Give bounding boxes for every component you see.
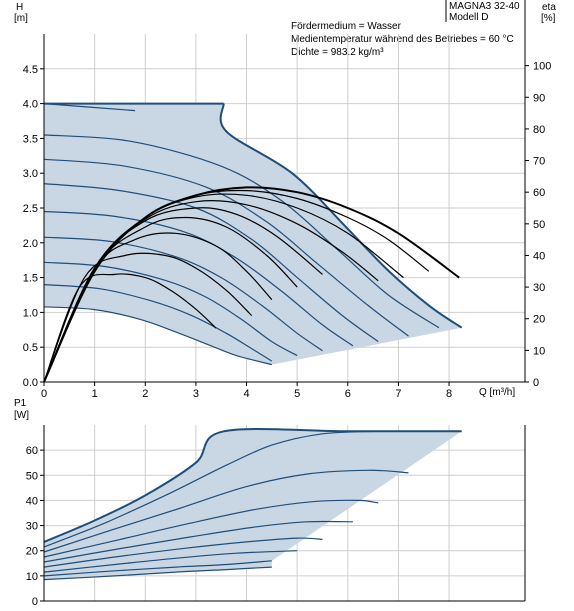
head-tick-label: 4.0 [23, 99, 38, 111]
head-curve [43, 134, 440, 329]
head-chart-axes: 0.00.51.01.52.02.53.03.54.04.50102030405… [23, 0, 551, 400]
flow-tick-label: 3 [193, 388, 199, 400]
power-curve [43, 499, 379, 558]
power-tick-label: 50 [26, 470, 38, 482]
flow-axis-title: Q [m³/h] [479, 387, 515, 398]
head-tick-label: 1.5 [23, 273, 38, 285]
power-curve [43, 430, 379, 548]
head-curve [43, 210, 354, 347]
head-tick-label: 1.0 [23, 307, 38, 319]
efficiency-curve [43, 273, 217, 383]
eta-tick-label: 90 [533, 92, 545, 104]
info-line-temperature: Medientemperatur während des Betriebes =… [291, 34, 514, 45]
head-curve [43, 236, 323, 352]
power-chart-axes: 0 10 20 30 40 50 60 [26, 425, 526, 608]
power-operating-area [44, 428, 462, 580]
efficiency-curve [43, 186, 460, 383]
info-panel: MAGNA3 32-40 Modell D Fördermedium = Was… [283, 0, 525, 59]
model-variant: Modell D [449, 12, 488, 23]
head-area-fill [44, 103, 462, 365]
flow-tick-label: 0 [41, 388, 47, 400]
eta-tick-label: 10 [533, 345, 545, 357]
power-curve [43, 520, 353, 563]
power-area-fill [44, 428, 462, 580]
efficiency-curves [43, 186, 460, 383]
power-tick-label: 10 [26, 571, 38, 583]
power-curve [43, 537, 323, 568]
head-max-curve [219, 103, 463, 329]
info-line-density: Dichte = 983.2 kg/m³ [291, 47, 384, 58]
head-tick-label: 0.5 [23, 342, 38, 354]
eta-tick-label: 40 [533, 250, 545, 262]
power-curve [43, 560, 272, 577]
head-axis-title: H [16, 2, 23, 13]
model-name: MAGNA3 32-40 [449, 1, 520, 12]
head-tick-label: 3.5 [23, 133, 38, 145]
eta-tick-label: 50 [533, 219, 545, 231]
eta-tick-label: 60 [533, 187, 545, 199]
power-curves [43, 427, 462, 581]
flow-tick-label: 6 [345, 388, 351, 400]
head-curves [43, 102, 463, 366]
flow-tick-label: 7 [395, 388, 401, 400]
flow-tick-label: 4 [243, 388, 249, 400]
eta-tick-label: 80 [533, 124, 545, 136]
head-tick-label: 2.0 [23, 238, 38, 250]
head-tick-label: 4.5 [23, 64, 38, 76]
eta-axis-title: eta [542, 2, 556, 13]
eta-tick-label: 70 [533, 156, 545, 168]
power-tick-label: 20 [26, 546, 38, 558]
head-tick-label: 3.0 [23, 168, 38, 180]
info-panel-frame [283, 0, 525, 59]
eta-tick-label: 30 [533, 282, 545, 294]
power-axis-unit: [W] [14, 410, 29, 421]
head-axis-unit: [m] [14, 13, 28, 24]
power-axis-title: P1 [14, 398, 27, 409]
flow-tick-label: 8 [446, 388, 452, 400]
power-tick-label: 60 [26, 445, 38, 457]
eta-axis-unit: [%] [541, 13, 556, 24]
head-curve [43, 183, 379, 343]
power-tick-label: 0 [32, 596, 38, 608]
head-curve [43, 158, 409, 337]
power-curve [43, 550, 298, 573]
head-curve [43, 306, 272, 366]
power-curve [43, 566, 272, 581]
head-tick-label: 2.5 [23, 203, 38, 215]
head-curve [43, 103, 136, 112]
head-curve [43, 261, 298, 357]
head-curve [43, 284, 273, 362]
head-operating-area [44, 103, 462, 365]
eta-tick-label: 0 [533, 377, 539, 389]
power-curve [43, 469, 409, 553]
head-tick-label: 0.0 [23, 377, 38, 389]
efficiency-curve [43, 232, 273, 383]
flow-tick-label: 1 [92, 388, 98, 400]
flow-tick-label: 5 [294, 388, 300, 400]
flow-tick-label: 2 [142, 388, 148, 400]
power-tick-label: 40 [26, 495, 38, 507]
efficiency-curve [43, 216, 298, 383]
eta-tick-label: 20 [533, 314, 545, 326]
info-line-medium: Fördermedium = Wasser [291, 21, 402, 32]
power-tick-label: 30 [26, 521, 38, 533]
eta-tick-label: 100 [533, 61, 551, 73]
